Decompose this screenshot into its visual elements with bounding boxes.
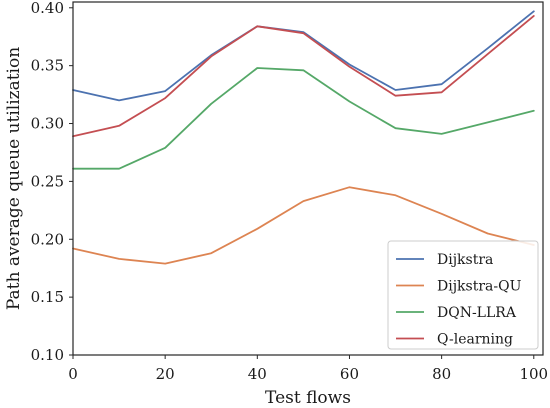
y-tick-label: 0.20	[31, 230, 64, 248]
y-tick-label: 0.35	[31, 57, 64, 75]
legend: Dijkstra Dijkstra-QU DQN-LLRA Q-learning	[387, 240, 539, 350]
x-tick-label: 100	[519, 365, 548, 383]
y-tick-label: 0.15	[31, 288, 64, 306]
y-tick-label: 0.40	[31, 0, 64, 17]
series-line-q-learning	[72, 14, 535, 138]
legend-label: DQN-LLRA	[437, 305, 517, 321]
legend-label: Dijkstra-QU	[437, 279, 522, 295]
legend-label: Q-learning	[437, 332, 513, 348]
x-axis-title: Test flows	[265, 388, 351, 408]
y-tick-label: 0.30	[31, 115, 64, 133]
series-layer	[72, 10, 535, 265]
tick-layer: 0 20 40 60 80 100 0.10 0.15 0.20 0.25 0.30 0.35 0.40	[31, 0, 549, 383]
series-line-dijkstra-qu	[72, 186, 535, 265]
y-tick-label: 0.25	[31, 172, 64, 190]
legend-box	[387, 240, 539, 350]
x-tick-label: 20	[156, 365, 175, 383]
y-tick-label: 0.10	[31, 346, 64, 364]
series-line-dijkstra	[72, 10, 535, 102]
plot-area-frame	[72, 1, 544, 356]
x-tick-label: 60	[340, 365, 359, 383]
series-line-dqn-llra	[72, 67, 535, 170]
x-tick-label: 0	[68, 365, 78, 383]
y-axis-title: Path average queue utilization	[4, 47, 24, 310]
legend-label: Dijkstra	[437, 252, 493, 268]
x-tick-label: 80	[432, 365, 451, 383]
x-tick-label: 40	[248, 365, 267, 383]
